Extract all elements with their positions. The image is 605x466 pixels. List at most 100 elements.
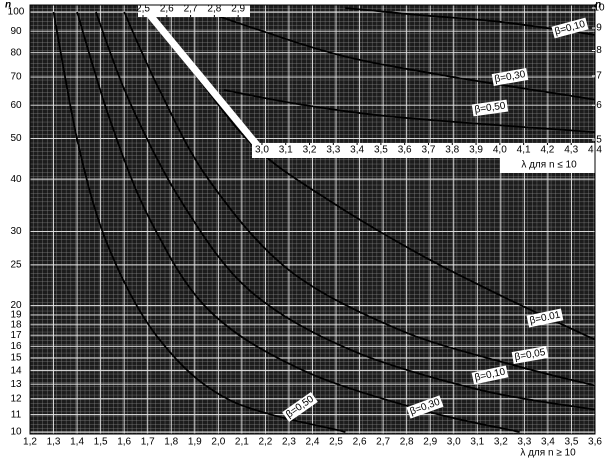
y-tick-label: 13 <box>10 379 22 390</box>
curve <box>52 11 346 433</box>
y-tick-label: 20 <box>10 300 22 311</box>
inset-top-band <box>138 0 250 17</box>
x-tick-label: 3,4 <box>541 437 555 448</box>
plot-frame <box>29 4 596 435</box>
inset-x-axis-title: λ для n ≤ 10 <box>521 160 577 171</box>
y-tick-label: 25 <box>10 260 22 271</box>
x-tick-label: 3,1 <box>470 437 484 448</box>
curve-label-text: β=0,30 <box>494 69 527 85</box>
x-tick-label: 2,0 <box>211 437 225 448</box>
curve-label-bg <box>471 99 509 117</box>
y-tick-label: 18 <box>10 319 22 330</box>
x-tick-label: 1,4 <box>70 437 84 448</box>
y-tick-label: 11 <box>11 409 22 420</box>
inset-x-tick-label: 4,2 <box>540 145 554 156</box>
inset-x-tick-label: 4,4 <box>588 145 602 156</box>
inset-x-tick-label: 3,8 <box>445 145 459 156</box>
y-tick-label: 40 <box>10 174 22 185</box>
y-tick-label: 17 <box>10 330 22 341</box>
inset-x-tick-label: 3,4 <box>350 145 364 156</box>
x-tick-label: 2,2 <box>258 437 272 448</box>
curve-label-bg <box>551 17 589 39</box>
inset-x-tick-label: 3,3 <box>326 145 340 156</box>
curve-label-bg <box>282 392 318 422</box>
x-tick-label: 3,2 <box>494 437 508 448</box>
inset-x-tick-label: 4,0 <box>493 145 507 156</box>
y2-tick-label: 8 <box>596 45 602 56</box>
curve-label-bg <box>471 365 509 385</box>
y-tick-label: 15 <box>10 353 22 364</box>
y-tick-label: 30 <box>10 226 22 237</box>
inset-x-tick-label: 4,3 <box>564 145 578 156</box>
inset-x-tick-label: 2,6 <box>160 4 174 15</box>
curve-label: β=0,50 <box>471 99 509 117</box>
y-tick-label: 100 <box>8 7 25 18</box>
curve-label-bg <box>491 68 529 86</box>
inset-x-tick-label: 3,7 <box>422 145 436 156</box>
inset-x-tick-label: 2,9 <box>231 4 245 15</box>
x-tick-label: 2,7 <box>376 437 390 448</box>
curve-label: β=0,05 <box>511 346 549 364</box>
inset-x-tick-label: 3,6 <box>398 145 412 156</box>
inset-x-tick-label: 3,2 <box>303 145 317 156</box>
x-tick-label: 1,8 <box>164 437 178 448</box>
y2-tick-label: 5 <box>596 135 602 146</box>
inset-x-tick-label: 4,1 <box>517 145 531 156</box>
y-tick-label: 50 <box>10 133 22 144</box>
x-tick-label: 2,3 <box>282 437 296 448</box>
inset-x-tick-label: 2,7 <box>184 4 198 15</box>
curve <box>123 11 595 387</box>
x-axis-title: λ для n ≥ 10 <box>520 448 576 459</box>
curve-label-bg <box>511 346 549 364</box>
curve <box>195 7 595 101</box>
inset-x-tick-label: 3,9 <box>469 145 483 156</box>
y-tick-label: 70 <box>10 72 22 83</box>
x-tick-label: 3,0 <box>447 437 461 448</box>
y2-tick-label: 9 <box>596 23 602 34</box>
curve-label-bg <box>406 395 444 419</box>
y-tick-label: 10 <box>10 427 22 438</box>
inset-x-tick-label: 2,5 <box>136 4 150 15</box>
x-tick-label: 1,7 <box>141 437 155 448</box>
x-label-box <box>498 445 598 461</box>
x-tick-label: 1,5 <box>94 437 108 448</box>
y-tick-label: 14 <box>10 365 22 376</box>
x-tick-label: 3,3 <box>517 437 531 448</box>
y-tick-label: 19 <box>10 310 22 321</box>
inset-axis-band <box>252 143 600 158</box>
inset-x-tick-label: 3,5 <box>374 145 388 156</box>
curve <box>95 11 595 411</box>
curve <box>223 89 595 134</box>
inset-label-box <box>500 158 598 173</box>
y2-axis-title: n <box>595 0 601 11</box>
x-tick-label: 2,8 <box>400 437 414 448</box>
y2-tick-label: 6 <box>596 100 602 111</box>
curve-label-bg <box>526 308 564 328</box>
x-tick-label: 1,2 <box>23 437 37 448</box>
y-axis-title: n <box>5 0 11 11</box>
y-tick-label: 16 <box>10 341 22 352</box>
x-tick-label: 2,1 <box>235 437 249 448</box>
y2-tick-label: 7 <box>596 71 602 82</box>
curve-label-text: β=0,50 <box>474 100 507 115</box>
x-tick-label: 1,9 <box>188 437 202 448</box>
y-tick-label: 90 <box>10 26 22 37</box>
x-tick-label: 2,5 <box>329 437 343 448</box>
x-tick-label: 3,6 <box>588 437 602 448</box>
x-tick-label: 3,5 <box>565 437 579 448</box>
x-tick-label: 2,9 <box>423 437 437 448</box>
x-tick-label: 2,4 <box>306 437 320 448</box>
inset-x-tick-label: 3,0 <box>255 145 269 156</box>
x-tick-label: 1,3 <box>47 437 61 448</box>
divider-strip <box>137 0 260 148</box>
y2-tick-label: 10 <box>593 3 605 14</box>
curve-label-text: β=0,05 <box>514 347 547 363</box>
y-tick-label: 80 <box>10 47 22 58</box>
x-tick-label: 2,6 <box>353 437 367 448</box>
x-tick-label: 1,6 <box>117 437 131 448</box>
y-tick-label: 60 <box>10 100 22 111</box>
inset-x-tick-label: 2,8 <box>207 4 221 15</box>
inset-x-tick-label: 3,1 <box>279 145 293 156</box>
y-tick-label: 12 <box>10 393 22 404</box>
